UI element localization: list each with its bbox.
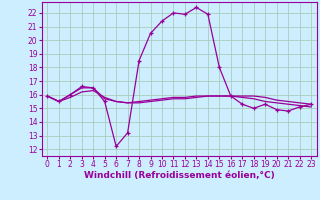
X-axis label: Windchill (Refroidissement éolien,°C): Windchill (Refroidissement éolien,°C) [84,171,275,180]
